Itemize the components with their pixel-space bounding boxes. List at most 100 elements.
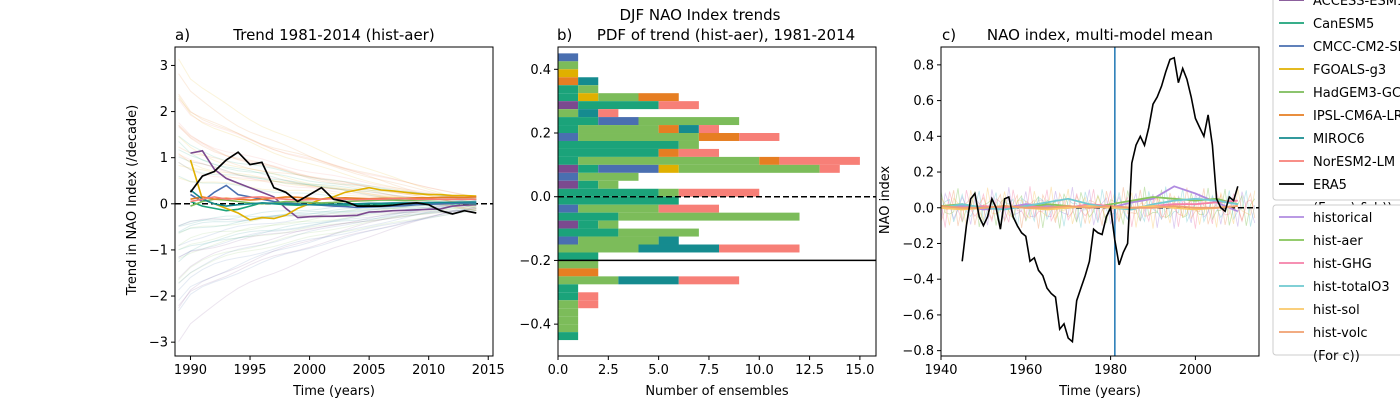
- panel-c-xtick-label: 1960: [1009, 363, 1042, 378]
- panel-c-ytick-label: −0.8: [902, 344, 934, 359]
- bar-hadgem3-gc31-ll: [598, 180, 619, 189]
- legend-models-label: ERA5: [1313, 178, 1347, 193]
- bar-canesm5: [578, 180, 599, 189]
- bar-canesm5: [558, 332, 579, 341]
- panel-a-xtick-label: 2005: [353, 363, 386, 378]
- bar-hadgem3-gc31-ll: [598, 93, 639, 102]
- bar-miroc6: [638, 244, 720, 253]
- panel-b-xtick-label: 7.5: [699, 363, 720, 378]
- bar-cmcc-cm2-sr5: [558, 133, 579, 141]
- bar-canesm5: [558, 228, 619, 237]
- legend-experiments-note: (For c)): [1313, 349, 1360, 364]
- bar-noresm2-lm: [578, 300, 599, 309]
- bar-hadgem3-gc31-ll: [578, 133, 699, 141]
- panel-a-ytick-label: −3: [149, 336, 168, 351]
- legend-models-label: IPSL-CM6A-LR: [1313, 109, 1400, 124]
- legend-experiments-label: hist-aer: [1313, 234, 1363, 249]
- panel-b-xlabel: Number of ensembles: [645, 384, 789, 399]
- bar-noresm2-lm: [698, 125, 720, 134]
- legend-models-item-hadgem3-gc31-ll: HadGEM3-GC31-LL: [1279, 86, 1400, 101]
- bar-canesm5: [558, 93, 579, 102]
- legend-models-item-noresm2-lm: NorESM2-LM: [1279, 155, 1395, 170]
- ensemble-trace: [178, 124, 477, 211]
- bar-cmcc-cm2-sr5: [558, 204, 579, 213]
- panel-a-ytick-label: 3: [160, 59, 168, 74]
- bar-access-esm1-5: [558, 220, 579, 229]
- bar-ipsl-cm6a-lr: [759, 156, 780, 165]
- panel-c-xtick-label: 1980: [1094, 363, 1127, 378]
- bar-hadgem3-gc31-ll: [678, 164, 820, 173]
- ensemble-trace: [178, 122, 477, 202]
- bar-hadgem3-gc31-ll: [558, 308, 579, 317]
- bar-noresm2-lm: [678, 276, 740, 285]
- legend-models-item-era5: ERA5: [1279, 178, 1347, 193]
- bar-noresm2-lm: [598, 109, 619, 118]
- legend-experiments-label: hist-totalO3: [1313, 280, 1390, 295]
- bar-noresm2-lm: [719, 244, 800, 253]
- legend-models-item-access-esm1-5: ACCESS-ESM1-5: [1279, 0, 1400, 9]
- bar-hadgem3-gc31-ll: [578, 204, 659, 213]
- bar-access-esm1-5: [558, 180, 579, 189]
- legend-models-label: FGOALS-g3: [1313, 63, 1386, 78]
- bar-access-esm1-5: [558, 101, 579, 110]
- bar-hadgem3-gc31-ll: [638, 117, 740, 126]
- legend-experiments-item-hist-aer: hist-aer: [1279, 234, 1363, 249]
- panel-a-ytick-label: 1: [160, 151, 168, 166]
- panel-c-ytick-label: 0.2: [913, 166, 934, 181]
- ensemble-trace: [178, 201, 477, 233]
- legend-models-item-fgoals-g3: FGOALS-g3: [1279, 63, 1386, 78]
- bar-hadgem3-gc31-ll: [598, 220, 619, 229]
- bar-cmcc-cm2-sr5: [598, 117, 639, 126]
- bar-canesm5: [578, 101, 659, 110]
- bar-hadgem3-gc31-ll: [578, 85, 599, 94]
- bar-noresm2-lm: [678, 188, 760, 197]
- panel-c-ytick-label: 0.0: [913, 201, 934, 216]
- bar-noresm2-lm: [739, 133, 780, 141]
- legend-models-label: ACCESS-ESM1-5: [1313, 0, 1400, 9]
- panel-c-xtick-label: 1940: [924, 363, 957, 378]
- bar-canesm5: [558, 196, 679, 205]
- bar-hadgem3-gc31-ll: [658, 188, 679, 197]
- bar-hadgem3-gc31-ll: [558, 300, 579, 309]
- legend-experiments-item-hist-sol: hist-sol: [1279, 303, 1360, 318]
- annual-trace-hist-ghg: [941, 186, 1256, 229]
- bar-hadgem3-gc31-ll: [578, 172, 639, 181]
- panel-b-xtick-label: 15.0: [845, 363, 874, 378]
- panel-a-ylabel: Trend in NAO Index (/decade): [125, 105, 140, 297]
- legend-models-item-canesm5: CanESM5: [1279, 17, 1374, 32]
- ensemble-trace: [178, 99, 477, 198]
- panel-b-xtick-label: 0.0: [548, 363, 569, 378]
- legend-models-label: MIROC6: [1313, 132, 1365, 147]
- bar-hadgem3-gc31-ll: [558, 109, 579, 118]
- panel-c-nao-index: c) NAO index, multi-model mean Time (yea…: [878, 26, 1260, 399]
- legend-models-label: CMCC-CM2-SR5: [1313, 40, 1400, 55]
- panel-c-ytick-label: 0.6: [913, 94, 934, 109]
- bar-fgoals-g3: [558, 69, 579, 78]
- bar-ipsl-cm6a-lr: [698, 133, 740, 141]
- panel-b-ytick-label: 0.0: [530, 190, 551, 205]
- ensemble-trace: [178, 97, 477, 198]
- bar-noresm2-lm: [678, 148, 720, 157]
- panel-b-ytick-label: −0.4: [519, 318, 551, 333]
- panel-a-xtick-label: 1990: [174, 363, 207, 378]
- panel-a-frame: [174, 46, 494, 357]
- panel-a-label: a): [175, 26, 190, 44]
- bar-fgoals-g3: [578, 93, 599, 102]
- panel-b-xtick-label: 5.0: [648, 363, 669, 378]
- legend-experiments-label: hist-GHG: [1313, 257, 1372, 272]
- ensemble-trace: [178, 204, 477, 228]
- legend-experiments-item-historical: historical: [1279, 211, 1372, 226]
- bar-cmcc-cm2-sr5: [598, 164, 659, 173]
- panel-a-ytick-label: 0: [160, 197, 168, 212]
- panel-b-title: PDF of trend (hist-aer), 1981-2014: [597, 26, 855, 44]
- ensemble-trace: [178, 208, 477, 251]
- ensemble-trace: [178, 95, 477, 208]
- panel-b-frame: [557, 46, 877, 357]
- legend-models-label: HadGEM3-GC31-LL: [1313, 86, 1400, 101]
- panel-c-xtick-label: 2000: [1179, 363, 1212, 378]
- ensemble-trace: [178, 200, 477, 263]
- bar-noresm2-lm: [658, 101, 699, 110]
- series-fgoals-g3: [189, 159, 477, 221]
- bar-noresm2-lm: [779, 156, 860, 165]
